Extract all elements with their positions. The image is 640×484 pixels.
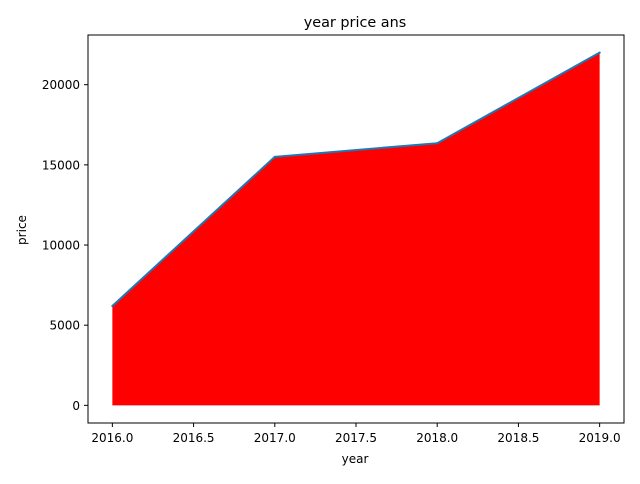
x-axis-label: year [342, 452, 369, 466]
plot-area [111, 51, 601, 406]
x-tick-label: 2017.0 [254, 431, 296, 445]
chart-title: year price ans [304, 15, 407, 31]
x-tick-label: 2016.5 [173, 431, 215, 445]
series-line-segment [111, 155, 276, 307]
y-tick-label: 5000 [49, 319, 80, 333]
x-tick-label: 2017.5 [335, 431, 377, 445]
x-tick-label: 2018.0 [416, 431, 458, 445]
series-line-segment [273, 142, 439, 158]
data-point [436, 142, 439, 145]
y-tick-label: 0 [72, 399, 80, 413]
y-tick-label: 15000 [42, 158, 80, 172]
y-axis-label: price [15, 215, 29, 245]
data-point [273, 155, 276, 158]
x-tick-label: 2016.0 [91, 431, 133, 445]
data-point [111, 304, 114, 307]
x-tick-label: 2019.0 [579, 431, 621, 445]
y-tick-label: 10000 [42, 239, 80, 253]
area-fill [112, 52, 600, 406]
y-tick-label: 20000 [42, 78, 80, 92]
x-tick-label: 2018.5 [497, 431, 539, 445]
y-axis-ticks: 0 5000 10000 15000 20000 [42, 78, 88, 413]
series-line-segment [436, 51, 601, 145]
x-axis-ticks: 2016.0 2016.5 2017.0 2017.5 2018.0 2018.5 2019… [91, 423, 621, 445]
data-point [598, 51, 601, 54]
